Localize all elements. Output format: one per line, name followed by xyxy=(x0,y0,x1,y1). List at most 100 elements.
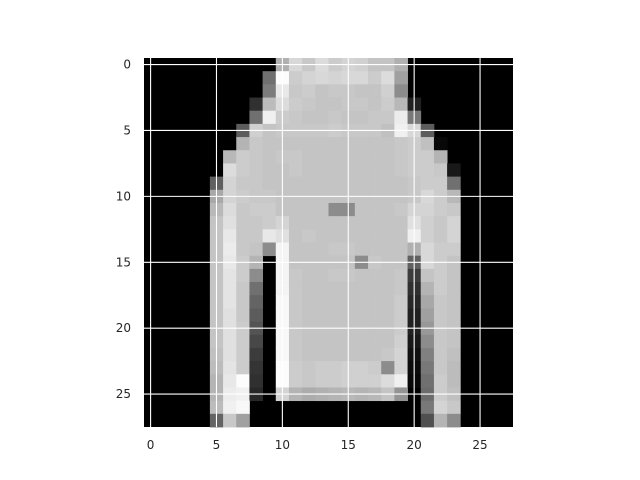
image-pixel xyxy=(394,308,408,322)
image-pixel xyxy=(315,268,329,283)
image-pixel xyxy=(249,334,264,349)
image-pixel xyxy=(328,137,343,151)
image-pixel xyxy=(328,374,343,388)
image-pixel xyxy=(249,347,264,362)
image-pixel xyxy=(420,308,435,322)
image-pixel xyxy=(236,400,250,415)
image-pixel xyxy=(288,110,303,125)
image-pixel xyxy=(368,176,382,191)
image-pixel xyxy=(315,242,329,257)
image-pixel xyxy=(236,308,250,322)
image-pixel xyxy=(368,150,382,164)
image-pixel xyxy=(302,137,316,151)
image-pixel xyxy=(433,150,448,164)
image-pixel xyxy=(236,137,250,151)
image-pixel xyxy=(302,216,316,230)
image-pixel xyxy=(302,334,316,349)
image-pixel xyxy=(447,216,461,230)
image-pixel xyxy=(381,374,395,388)
image-pixel xyxy=(328,229,343,243)
image-pixel xyxy=(249,202,264,217)
image-pixel xyxy=(328,163,343,178)
image-pixel xyxy=(262,137,277,151)
x-tick-label: 5 xyxy=(213,438,221,452)
image-pixel xyxy=(262,176,277,191)
image-pixel xyxy=(302,84,316,98)
image-pixel xyxy=(249,374,264,388)
image-pixel xyxy=(354,374,369,388)
image-pixel xyxy=(223,242,237,257)
image-pixel xyxy=(223,282,237,296)
image-pixel xyxy=(328,216,343,230)
image-pixel xyxy=(249,110,264,125)
image-pixel xyxy=(368,229,382,243)
image-pixel xyxy=(302,110,316,125)
image-pixel xyxy=(262,97,277,112)
image-pixel xyxy=(288,374,303,388)
image-pixel xyxy=(288,295,303,309)
image-pixel xyxy=(249,242,264,257)
image-pixel xyxy=(249,308,264,322)
image-pixel xyxy=(236,347,250,362)
image-pixel xyxy=(249,295,264,309)
image-pixel xyxy=(420,268,435,283)
image-pixel xyxy=(315,150,329,164)
image-pixel xyxy=(420,347,435,362)
image-pixel xyxy=(433,242,448,257)
image-pixel xyxy=(288,229,303,243)
image-pixel xyxy=(447,229,461,243)
image-pixel xyxy=(236,202,250,217)
image-pixel xyxy=(354,347,369,362)
image-pixel xyxy=(433,361,448,375)
image-pixel xyxy=(368,361,382,375)
image-pixel xyxy=(302,268,316,283)
image-pixel xyxy=(420,334,435,349)
image-pixel xyxy=(433,268,448,283)
image-pixel xyxy=(420,374,435,388)
image-pixel xyxy=(302,163,316,178)
image-pixel xyxy=(368,202,382,217)
image-pixel xyxy=(447,374,461,388)
plot-area xyxy=(144,58,513,428)
image-pixel xyxy=(354,308,369,322)
image-pixel xyxy=(262,242,277,257)
image-pixel xyxy=(249,163,264,178)
image-pixel xyxy=(315,374,329,388)
image-pixel xyxy=(288,308,303,322)
image-pixel xyxy=(354,282,369,296)
image-pixel xyxy=(433,308,448,322)
image-pixel xyxy=(223,163,237,178)
image-pixel xyxy=(420,242,435,257)
image-pixel xyxy=(249,216,264,230)
image-pixel xyxy=(368,308,382,322)
image-pixel xyxy=(249,137,264,151)
image-pixel xyxy=(368,163,382,178)
image-pixel xyxy=(315,308,329,322)
image-pixel xyxy=(236,282,250,296)
image-pixel xyxy=(381,202,395,217)
image-pixel xyxy=(368,137,382,151)
image-pixel xyxy=(433,413,448,428)
image-pixel xyxy=(315,137,329,151)
image-pixel xyxy=(433,176,448,191)
image-pixel xyxy=(354,97,369,112)
image-pixel xyxy=(368,71,382,85)
y-tick-label: 0 xyxy=(123,58,131,72)
image-pixel xyxy=(368,374,382,388)
image-pixel xyxy=(315,110,329,125)
image-pixel xyxy=(236,295,250,309)
image-pixel xyxy=(433,229,448,243)
image-pixel xyxy=(288,97,303,112)
image-pixel xyxy=(381,334,395,349)
image-pixel xyxy=(328,110,343,125)
image-pixel xyxy=(394,361,408,375)
image-pixel xyxy=(328,361,343,375)
image-pixel xyxy=(354,361,369,375)
image-pixel xyxy=(288,176,303,191)
image-pixel xyxy=(447,176,461,191)
image-pixel xyxy=(447,295,461,309)
image-pixel xyxy=(328,84,343,98)
image-pixel xyxy=(249,282,264,296)
image-pixel xyxy=(420,361,435,375)
